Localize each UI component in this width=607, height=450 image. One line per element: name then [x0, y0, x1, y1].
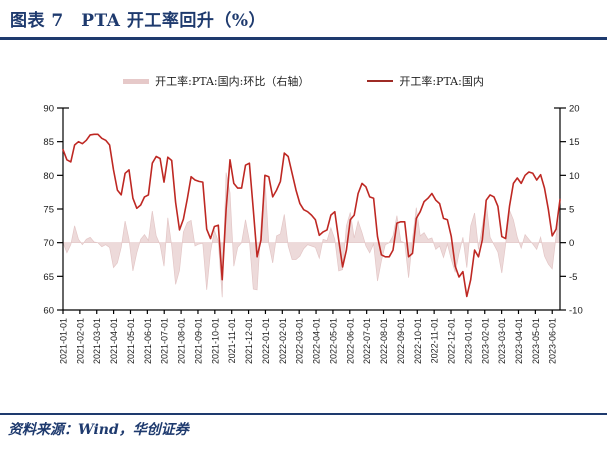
- x-tick-label: 2022-05-01: [328, 318, 338, 364]
- x-tick-label: 2021-07-01: [160, 318, 170, 364]
- x-tick-label: 2022-02-01: [278, 318, 288, 364]
- x-tick-label: 2022-07-01: [362, 318, 372, 364]
- legend-label-chhb: 开工率:PTA:国内:环比（右轴）: [155, 75, 310, 88]
- x-tick-label: 2023-02-01: [480, 318, 490, 364]
- area-swatch-icon: [123, 78, 150, 84]
- x-tick-label: 2022-11-01: [430, 318, 440, 363]
- x-tick-label: 2022-09-01: [396, 318, 406, 364]
- x-tick-label: 2021-03-01: [92, 318, 102, 364]
- x-tick-label: 2022-10-01: [413, 318, 423, 364]
- legend-item-chhb: 开工率:PTA:国内:环比（右轴）: [123, 73, 309, 89]
- x-tick-label: 2021-11-01: [227, 318, 237, 363]
- y-tick-label-left: 90: [43, 104, 54, 115]
- x-tick-label: 2021-04-01: [109, 318, 119, 364]
- y-tick-label-left: 85: [43, 137, 54, 148]
- x-tick-label: 2022-06-01: [345, 318, 355, 364]
- source-text: 资料来源：Wind，华创证券: [8, 422, 189, 438]
- chart-legend: 开工率:PTA:国内:环比（右轴） 开工率:PTA:国内: [0, 73, 607, 89]
- x-tick-label: 2023-05-01: [531, 318, 541, 364]
- legend-item-rate: 开工率:PTA:国内: [367, 73, 484, 89]
- x-tick-label: 2021-05-01: [126, 318, 136, 364]
- x-tick-label: 2021-12-01: [244, 318, 254, 364]
- chart-area-series: [62, 172, 561, 298]
- line-swatch-icon: [367, 80, 394, 82]
- x-tick-label: 2022-04-01: [312, 318, 322, 364]
- y-tick-label-right: 0: [569, 238, 574, 249]
- y-tick-label-left: 70: [43, 238, 54, 249]
- y-tick-label-right: 5: [569, 205, 574, 216]
- x-tick-label: 2023-03-01: [497, 318, 507, 364]
- x-tick-label: 2022-12-01: [447, 318, 457, 364]
- legend-label-rate: 开工率:PTA:国内: [399, 75, 484, 88]
- x-tick-label: 2021-02-01: [75, 318, 85, 364]
- y-tick-label-left: 75: [43, 205, 54, 216]
- x-tick-label: 2023-01-01: [463, 318, 473, 364]
- x-tick-label: 2022-03-01: [295, 318, 305, 364]
- y-tick-label-left: 60: [43, 306, 54, 317]
- y-tick-label-right: 15: [569, 137, 580, 148]
- pta-operating-rate-chart: 90 85 80 75 70 65 60 20 15 10 5 0 -5 -10 2021-01-01 202…: [43, 104, 583, 365]
- x-tick-label: 2021-06-01: [143, 318, 153, 364]
- chart-axes: [57, 107, 566, 314]
- y-tick-label-left: 80: [43, 171, 54, 182]
- bottom-rule: [0, 413, 607, 415]
- x-tick-label: 2021-01-01: [59, 318, 69, 364]
- y-tick-label-right: -5: [569, 272, 577, 283]
- page-title: 图表 7 PTA 开工率回升（%）: [10, 11, 267, 31]
- x-tick-label: 2021-09-01: [193, 318, 203, 364]
- x-tick-label: 2022-08-01: [379, 318, 389, 364]
- x-tick-label: 2023-06-01: [548, 318, 558, 364]
- chart-line-series: [62, 133, 561, 298]
- y-tick-label-right: -10: [569, 306, 583, 317]
- y-tick-label-left: 65: [43, 272, 54, 283]
- x-tick-label: 2021-10-01: [210, 318, 220, 364]
- x-tick-label: 2021-08-01: [177, 318, 187, 364]
- x-tick-label: 2023-04-01: [514, 318, 524, 364]
- title-rule: [0, 37, 607, 40]
- y-tick-label-right: 10: [569, 171, 580, 182]
- y-tick-label-right: 20: [569, 104, 580, 115]
- x-tick-label: 2022-01-01: [261, 318, 271, 364]
